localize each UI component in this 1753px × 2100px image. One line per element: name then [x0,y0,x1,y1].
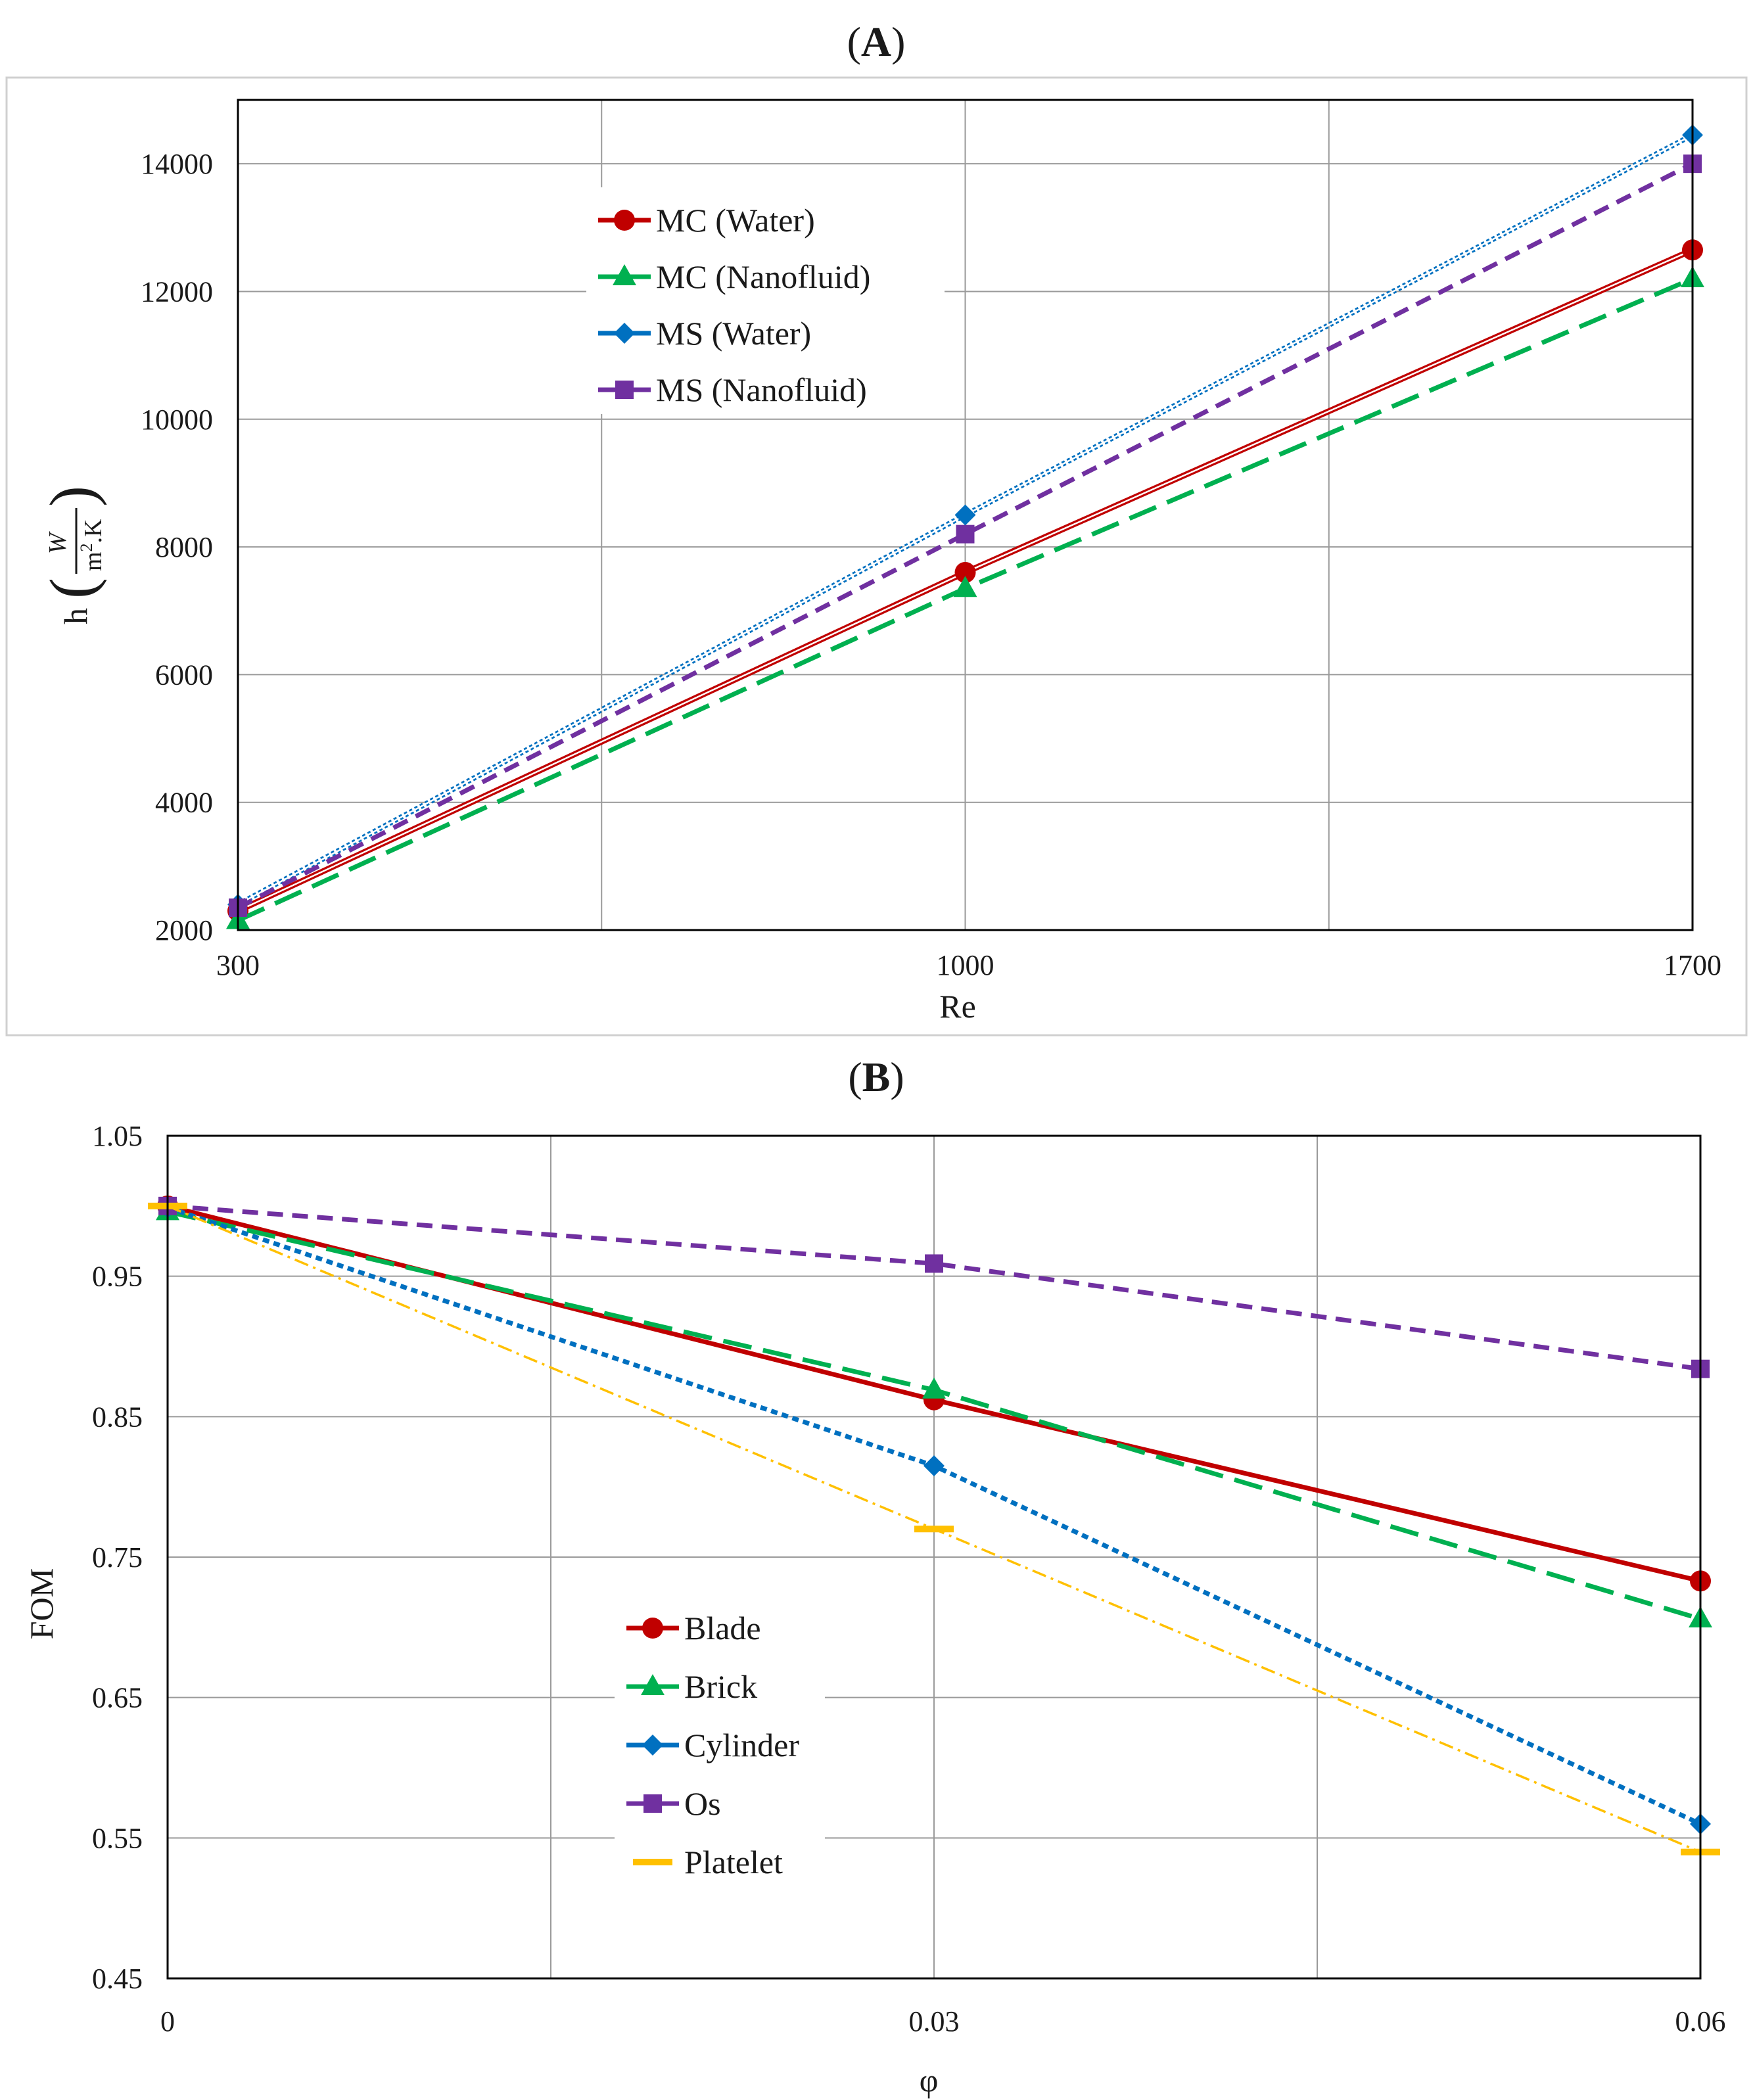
series-brick-point-2 [922,1377,946,1399]
y-tick-label: 6000 [155,659,213,691]
legend-item-os-swatch-marker [643,1794,662,1813]
y-tick-label: 0.45 [92,1963,143,1995]
y-tick-label: 0.55 [92,1822,143,1854]
series-mc-water [227,239,1703,922]
y-tick-label: 0.95 [92,1261,143,1293]
series-cylinder-point-2 [923,1455,945,1477]
panel-a-label: (A) [847,18,906,65]
panel-a-y-axis-label: h ( W m2.K ) [37,486,107,624]
legend-item-brick-swatch-marker [641,1674,665,1695]
legend-item-cylinder-label: Cylinder [684,1727,799,1763]
panel-a-y-tick-labels: 2000 4000 6000 8000 10000 12000 14000 [141,148,213,946]
legend-item-os-label: Os [684,1785,721,1822]
series-platelet-point-2 [914,1526,954,1533]
legend-item-platelet: Platelet [633,1844,783,1880]
legend-item-cylinder: Cylinder [626,1727,799,1763]
series-os-line [167,1203,1701,1372]
y-tick-label: 14000 [141,148,213,180]
legend-item-ms-nanofluid-swatch-marker [615,381,634,399]
legend-item-platelet-label: Platelet [684,1844,783,1880]
y-tick-label: 2000 [155,914,213,946]
panel-a-outer-border [5,76,1748,1037]
y-tick-label: 1.05 [92,1120,143,1152]
series-ms-nanofluid-line [237,162,1694,910]
panel-b: (B) 0.45 0.55 0.65 0.75 0.85 0.95 1.05 0 0.03 0.… [23,1054,1726,2099]
ylabel-open-paren: ( [37,578,107,599]
legend-item-cylinder-swatch-marker [642,1735,663,1756]
panel-a-plot-frame [237,99,1694,931]
panel-b-y-axis-label: FOM [23,1568,60,1639]
panel-a: (A) 2000 4000 6000 8000 10000 12000 14000 300 1… [5,18,1748,1037]
x-tick-label: 300 [216,949,260,981]
x-tick-label: 1000 [937,949,994,981]
legend-item-ms-nanofluid-label: MS (Nanofluid) [656,371,867,408]
panel-b-plot-frame [166,1134,1702,1980]
panel-a-x-tick-labels: 300 1000 1700 [216,949,1721,981]
panel-b-series [148,1195,1720,1855]
ylabel-close-paren: ) [37,486,107,507]
panel-b-legend: Blade Brick Cylinder Os Platelet [615,1597,825,1896]
y-tick-label: 0.85 [92,1401,143,1433]
panel-b-x-tick-labels: 0 0.03 0.06 [160,2005,1726,2038]
series-mc-nanofluid-point-2 [953,576,977,597]
legend-box [586,187,945,414]
panel-b-label: (B) [848,1054,904,1100]
x-tick-label: 0 [160,2005,175,2038]
legend-item-platelet-swatch-marker [633,1859,672,1865]
panel-b-x-axis-label: φ [920,2062,939,2099]
legend-item-ms-water: MS (Water) [598,315,811,352]
ylabel-denominator: m2.K [77,519,107,571]
x-tick-label: 0.03 [909,2005,960,2038]
legend-item-mc-water-swatch-marker [614,210,635,231]
legend-item-ms-water-swatch-marker [614,323,635,344]
ylabel-numerator: W [44,531,72,554]
panel-a-series [226,124,1704,929]
legend-item-brick: Brick [626,1668,757,1705]
panel-b-y-tick-labels: 0.45 0.55 0.65 0.75 0.85 0.95 1.05 [92,1120,143,1995]
legend-item-blade-label: Blade [684,1610,761,1646]
series-os-point-2 [925,1254,943,1273]
legend-item-mc-nanofluid-swatch-marker [613,264,636,285]
legend-item-blade: Blade [626,1610,761,1646]
legend-item-brick-label: Brick [684,1668,757,1705]
series-ms-water-point-2 [954,504,976,526]
panel-a-x-axis-label: Re [939,988,976,1025]
legend-item-os: Os [626,1785,721,1822]
legend-item-blade-swatch-marker [642,1618,663,1639]
y-tick-label: 0.75 [92,1541,143,1574]
legend-item-mc-nanofluid: MC (Nanofluid) [598,258,870,295]
legend-item-mc-water: MC (Water) [598,202,815,239]
y-tick-label: 10000 [141,404,213,436]
series-ms-nanofluid-point-2 [956,525,975,544]
legend-item-mc-nanofluid-label: MC (Nanofluid) [656,258,870,295]
ylabel-h: h [57,608,94,624]
legend-item-ms-water-label: MS (Water) [656,315,811,352]
legend-item-ms-nanofluid: MS (Nanofluid) [598,371,867,408]
y-tick-label: 4000 [155,787,213,819]
x-tick-label: 0.06 [1675,2005,1726,2038]
x-tick-label: 1700 [1664,949,1721,981]
y-tick-label: 12000 [141,275,213,308]
y-tick-label: 0.65 [92,1682,143,1714]
series-mc-water-point-2 [954,561,976,583]
legend-item-mc-water-label: MC (Water) [656,202,815,239]
y-tick-label: 8000 [155,531,213,563]
panel-a-legend: MC (Water) MC (Nanofluid) MS (Water) MS (Na… [586,187,945,414]
